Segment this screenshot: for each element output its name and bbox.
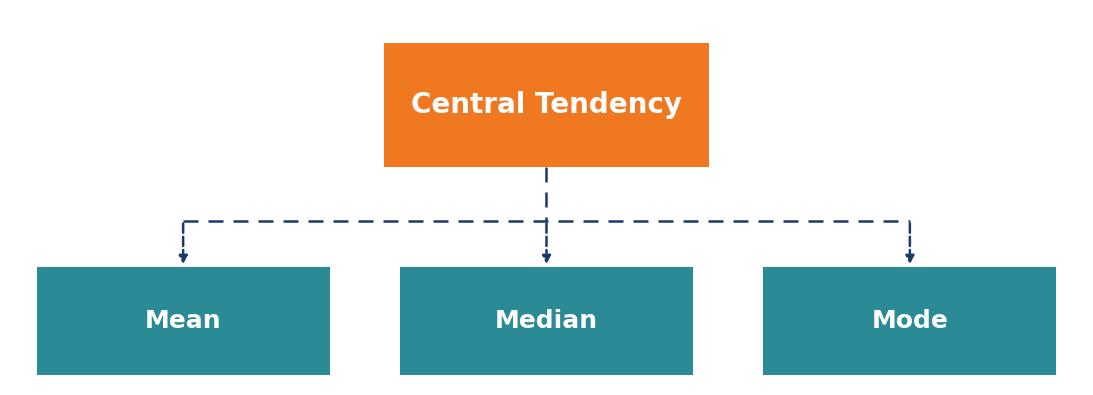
Text: Median: Median: [495, 309, 598, 333]
Text: Central Tendency: Central Tendency: [411, 91, 682, 119]
Bar: [37, 267, 330, 375]
Bar: [763, 267, 1056, 375]
Text: Mode: Mode: [871, 309, 949, 333]
Bar: [384, 43, 709, 167]
Text: Mean: Mean: [145, 309, 222, 333]
Bar: [400, 267, 693, 375]
